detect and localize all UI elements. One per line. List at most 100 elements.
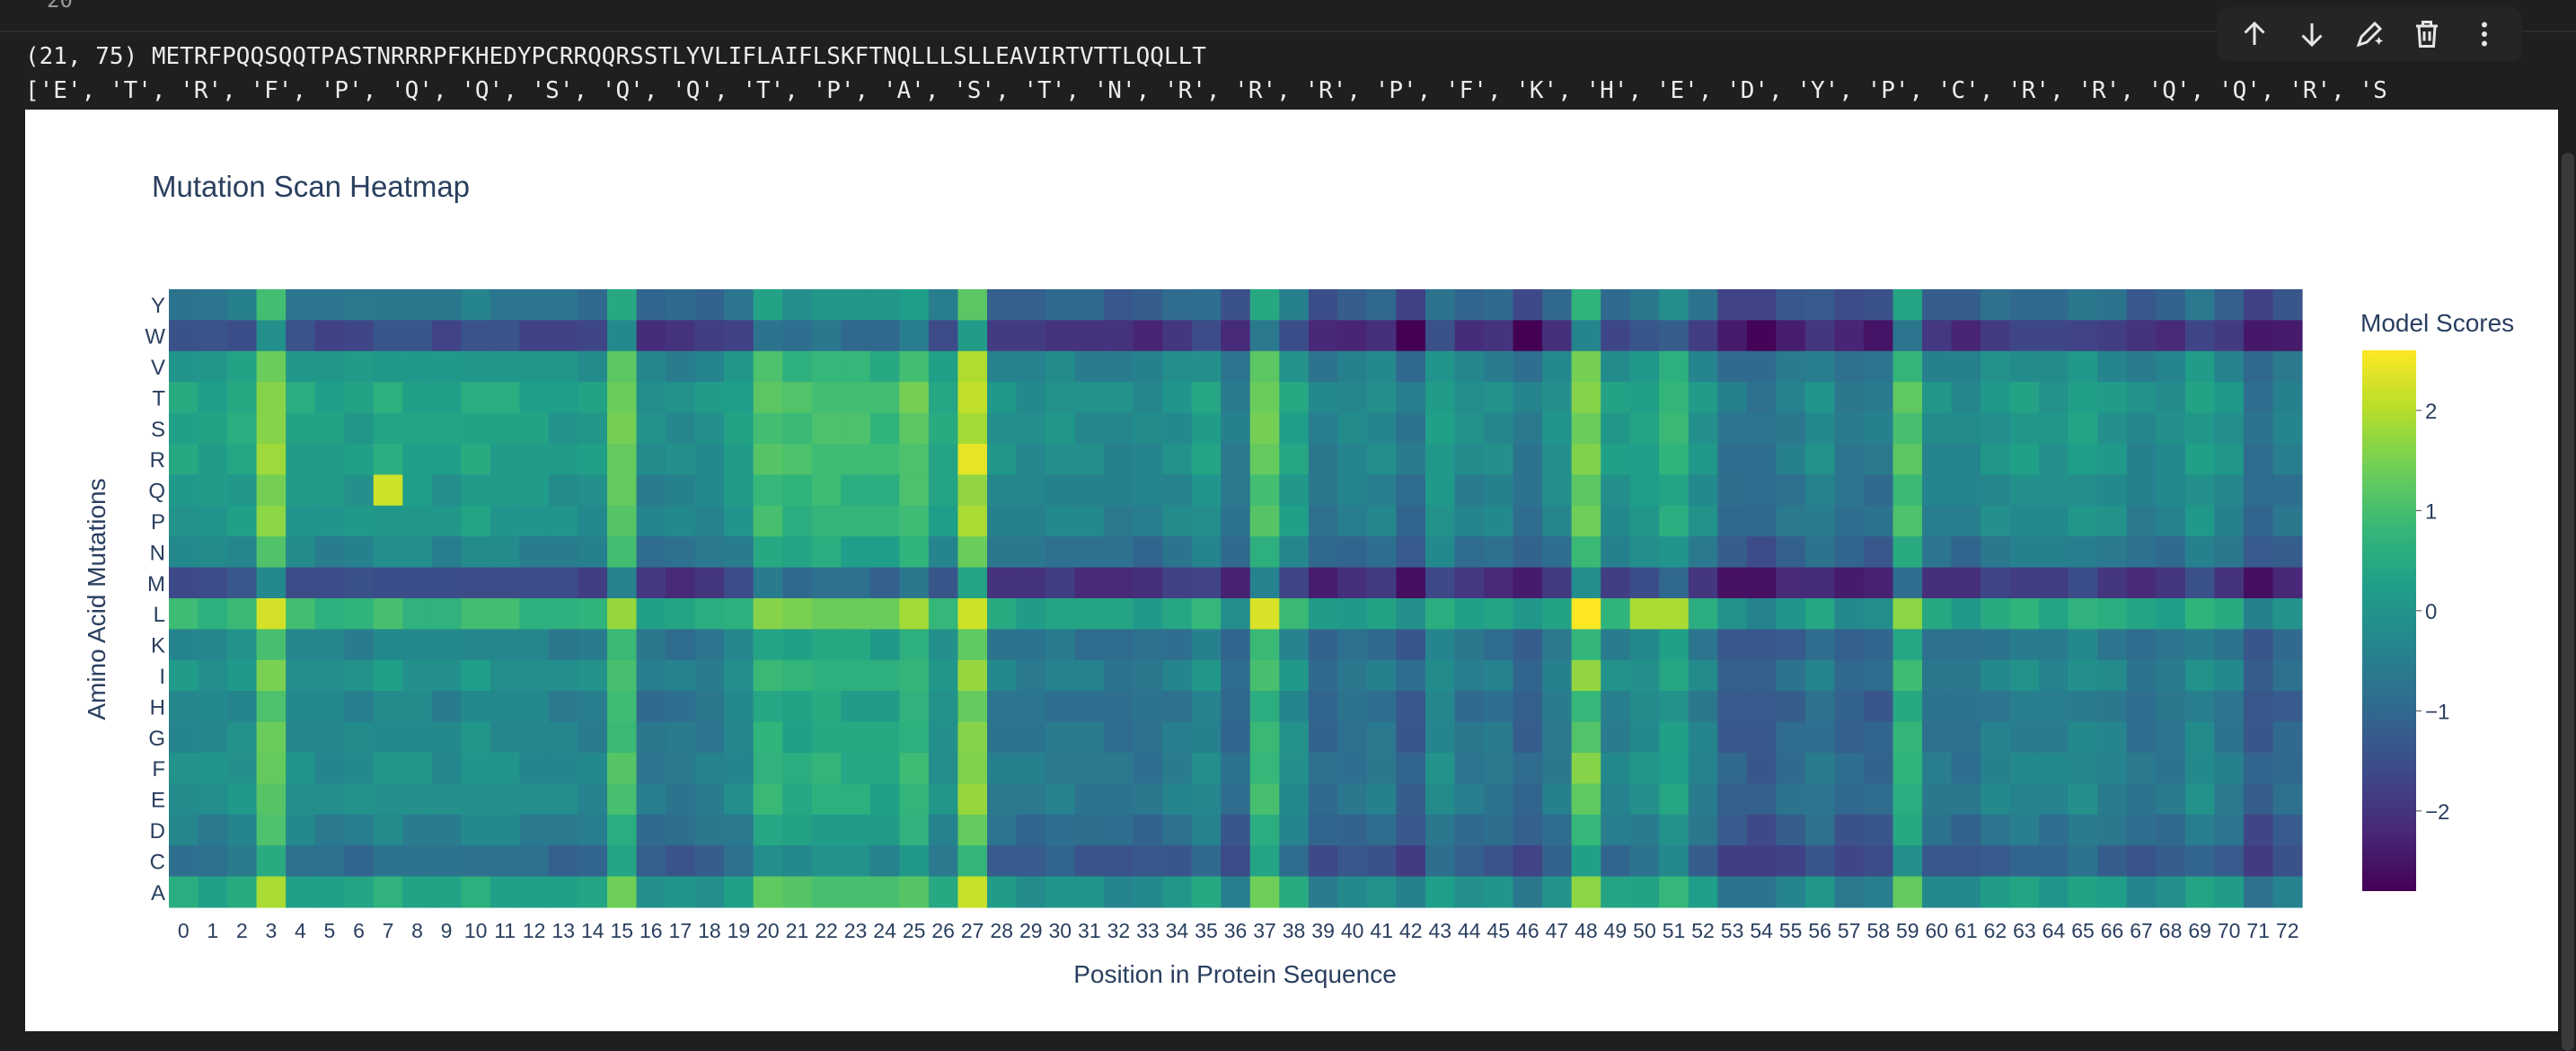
heatmap-cell <box>1308 721 1338 754</box>
heatmap-cell <box>1834 629 1865 661</box>
heatmap-cell <box>1834 721 1865 754</box>
heatmap-cell <box>578 505 608 537</box>
heatmap-cell <box>1746 350 1777 383</box>
heatmap-cell <box>1922 814 1953 846</box>
heatmap-cell <box>636 629 666 661</box>
heatmap-cell <box>694 876 725 908</box>
move-down-button[interactable] <box>2287 13 2337 56</box>
heatmap-cell <box>1601 598 1631 630</box>
heatmap-cell <box>1981 814 2011 846</box>
heatmap-cell <box>490 659 521 692</box>
y-tick-label: W <box>145 325 165 349</box>
heatmap-cell <box>1892 629 1923 661</box>
heatmap-cell <box>2156 814 2186 846</box>
heatmap-cell <box>402 659 433 692</box>
heatmap-cell <box>1571 814 1601 846</box>
heatmap-cell <box>402 350 433 383</box>
heatmap-cell <box>1221 753 1251 784</box>
heatmap-cell <box>1191 289 1222 321</box>
heatmap-cell <box>1016 474 1046 507</box>
heatmap-cell <box>1659 753 1689 784</box>
heatmap-cell <box>1922 320 1953 352</box>
heatmap-cell <box>1746 598 1777 630</box>
more-button[interactable] <box>2459 13 2510 56</box>
heatmap-cell <box>1454 382 1485 414</box>
heatmap-cell <box>1016 783 1046 816</box>
heatmap-cell <box>1571 567 1601 599</box>
heatmap-cell <box>2184 320 2215 352</box>
x-tick-label: 49 <box>1604 919 1628 942</box>
heatmap-cell <box>1629 876 1660 908</box>
heatmap-cell <box>1629 598 1660 630</box>
heatmap-cell <box>1542 412 1573 445</box>
move-up-button[interactable] <box>2229 13 2280 56</box>
heatmap-cell <box>1016 350 1046 383</box>
heatmap-cell <box>607 659 638 692</box>
heatmap-cell <box>2097 412 2128 445</box>
heatmap-cell <box>461 814 491 846</box>
heatmap-cell <box>1513 876 1543 908</box>
heatmap-cell <box>1045 289 1076 321</box>
heatmap-cell <box>169 474 199 507</box>
heatmap-cell <box>1308 412 1338 445</box>
heatmap-cell <box>1016 536 1046 569</box>
heatmap-cell <box>1571 382 1601 414</box>
heatmap-cell <box>1951 505 1981 537</box>
heatmap-cell <box>841 382 871 414</box>
heatmap-cell <box>1922 289 1953 321</box>
heatmap-cell <box>402 691 433 723</box>
heatmap-cell <box>198 289 228 321</box>
heatmap-cell <box>1659 412 1689 445</box>
heatmap-cell <box>607 876 638 908</box>
heatmap-cell <box>578 876 608 908</box>
heatmap-cell <box>1162 691 1193 723</box>
heatmap-cell <box>2243 474 2274 507</box>
heatmap-cell <box>666 505 696 537</box>
heatmap-cell <box>1688 721 1718 754</box>
heatmap-cell <box>957 659 988 692</box>
heatmap-cell <box>256 753 287 784</box>
heatmap-cell <box>2243 659 2274 692</box>
heatmap-cell <box>666 536 696 569</box>
heatmap-cell <box>1104 876 1134 908</box>
heatmap-cell <box>1542 598 1573 630</box>
heatmap-cell <box>1746 474 1777 507</box>
heatmap-cell <box>1571 753 1601 784</box>
scrollbar[interactable] <box>2562 153 2574 1051</box>
heatmap-cell <box>548 845 579 878</box>
heatmap-cell <box>1366 474 1398 507</box>
heatmap-cell <box>286 845 316 878</box>
heatmap-cell <box>1191 629 1222 661</box>
heatmap-cell <box>1104 536 1134 569</box>
edit-button[interactable] <box>2344 13 2395 56</box>
heatmap-cell <box>2097 382 2128 414</box>
heatmap-cell <box>636 567 666 599</box>
heatmap-cell <box>2009 412 2040 445</box>
heatmap-cell <box>753 721 783 754</box>
heatmap-cell <box>1074 474 1105 507</box>
delete-button[interactable] <box>2402 13 2452 56</box>
heatmap-cell <box>2272 350 2303 383</box>
heatmap-cell <box>636 289 666 321</box>
heatmap-cell <box>1922 783 1953 816</box>
x-tick-label: 72 <box>2276 919 2299 942</box>
heatmap-cell <box>1016 505 1046 537</box>
heatmap-cell <box>1717 845 1748 878</box>
heatmap-cell <box>1863 474 1894 507</box>
heatmap-cell <box>1776 444 1806 475</box>
x-tick-label: 51 <box>1663 919 1686 942</box>
heatmap-cell <box>928 536 959 569</box>
heatmap-cell <box>1601 753 1631 784</box>
heatmap-cell <box>1484 814 1514 846</box>
heatmap-cell <box>198 598 228 630</box>
heatmap-cell <box>1892 753 1923 784</box>
x-tick-label: 55 <box>1779 919 1803 942</box>
heatmap-cell <box>899 505 930 537</box>
heatmap-cell <box>1074 783 1105 816</box>
heatmap-cell <box>753 444 783 475</box>
heatmap-cell <box>1366 876 1398 908</box>
heatmap-cell <box>753 753 783 784</box>
heatmap-cell <box>1016 659 1046 692</box>
heatmap-cell <box>431 350 462 383</box>
